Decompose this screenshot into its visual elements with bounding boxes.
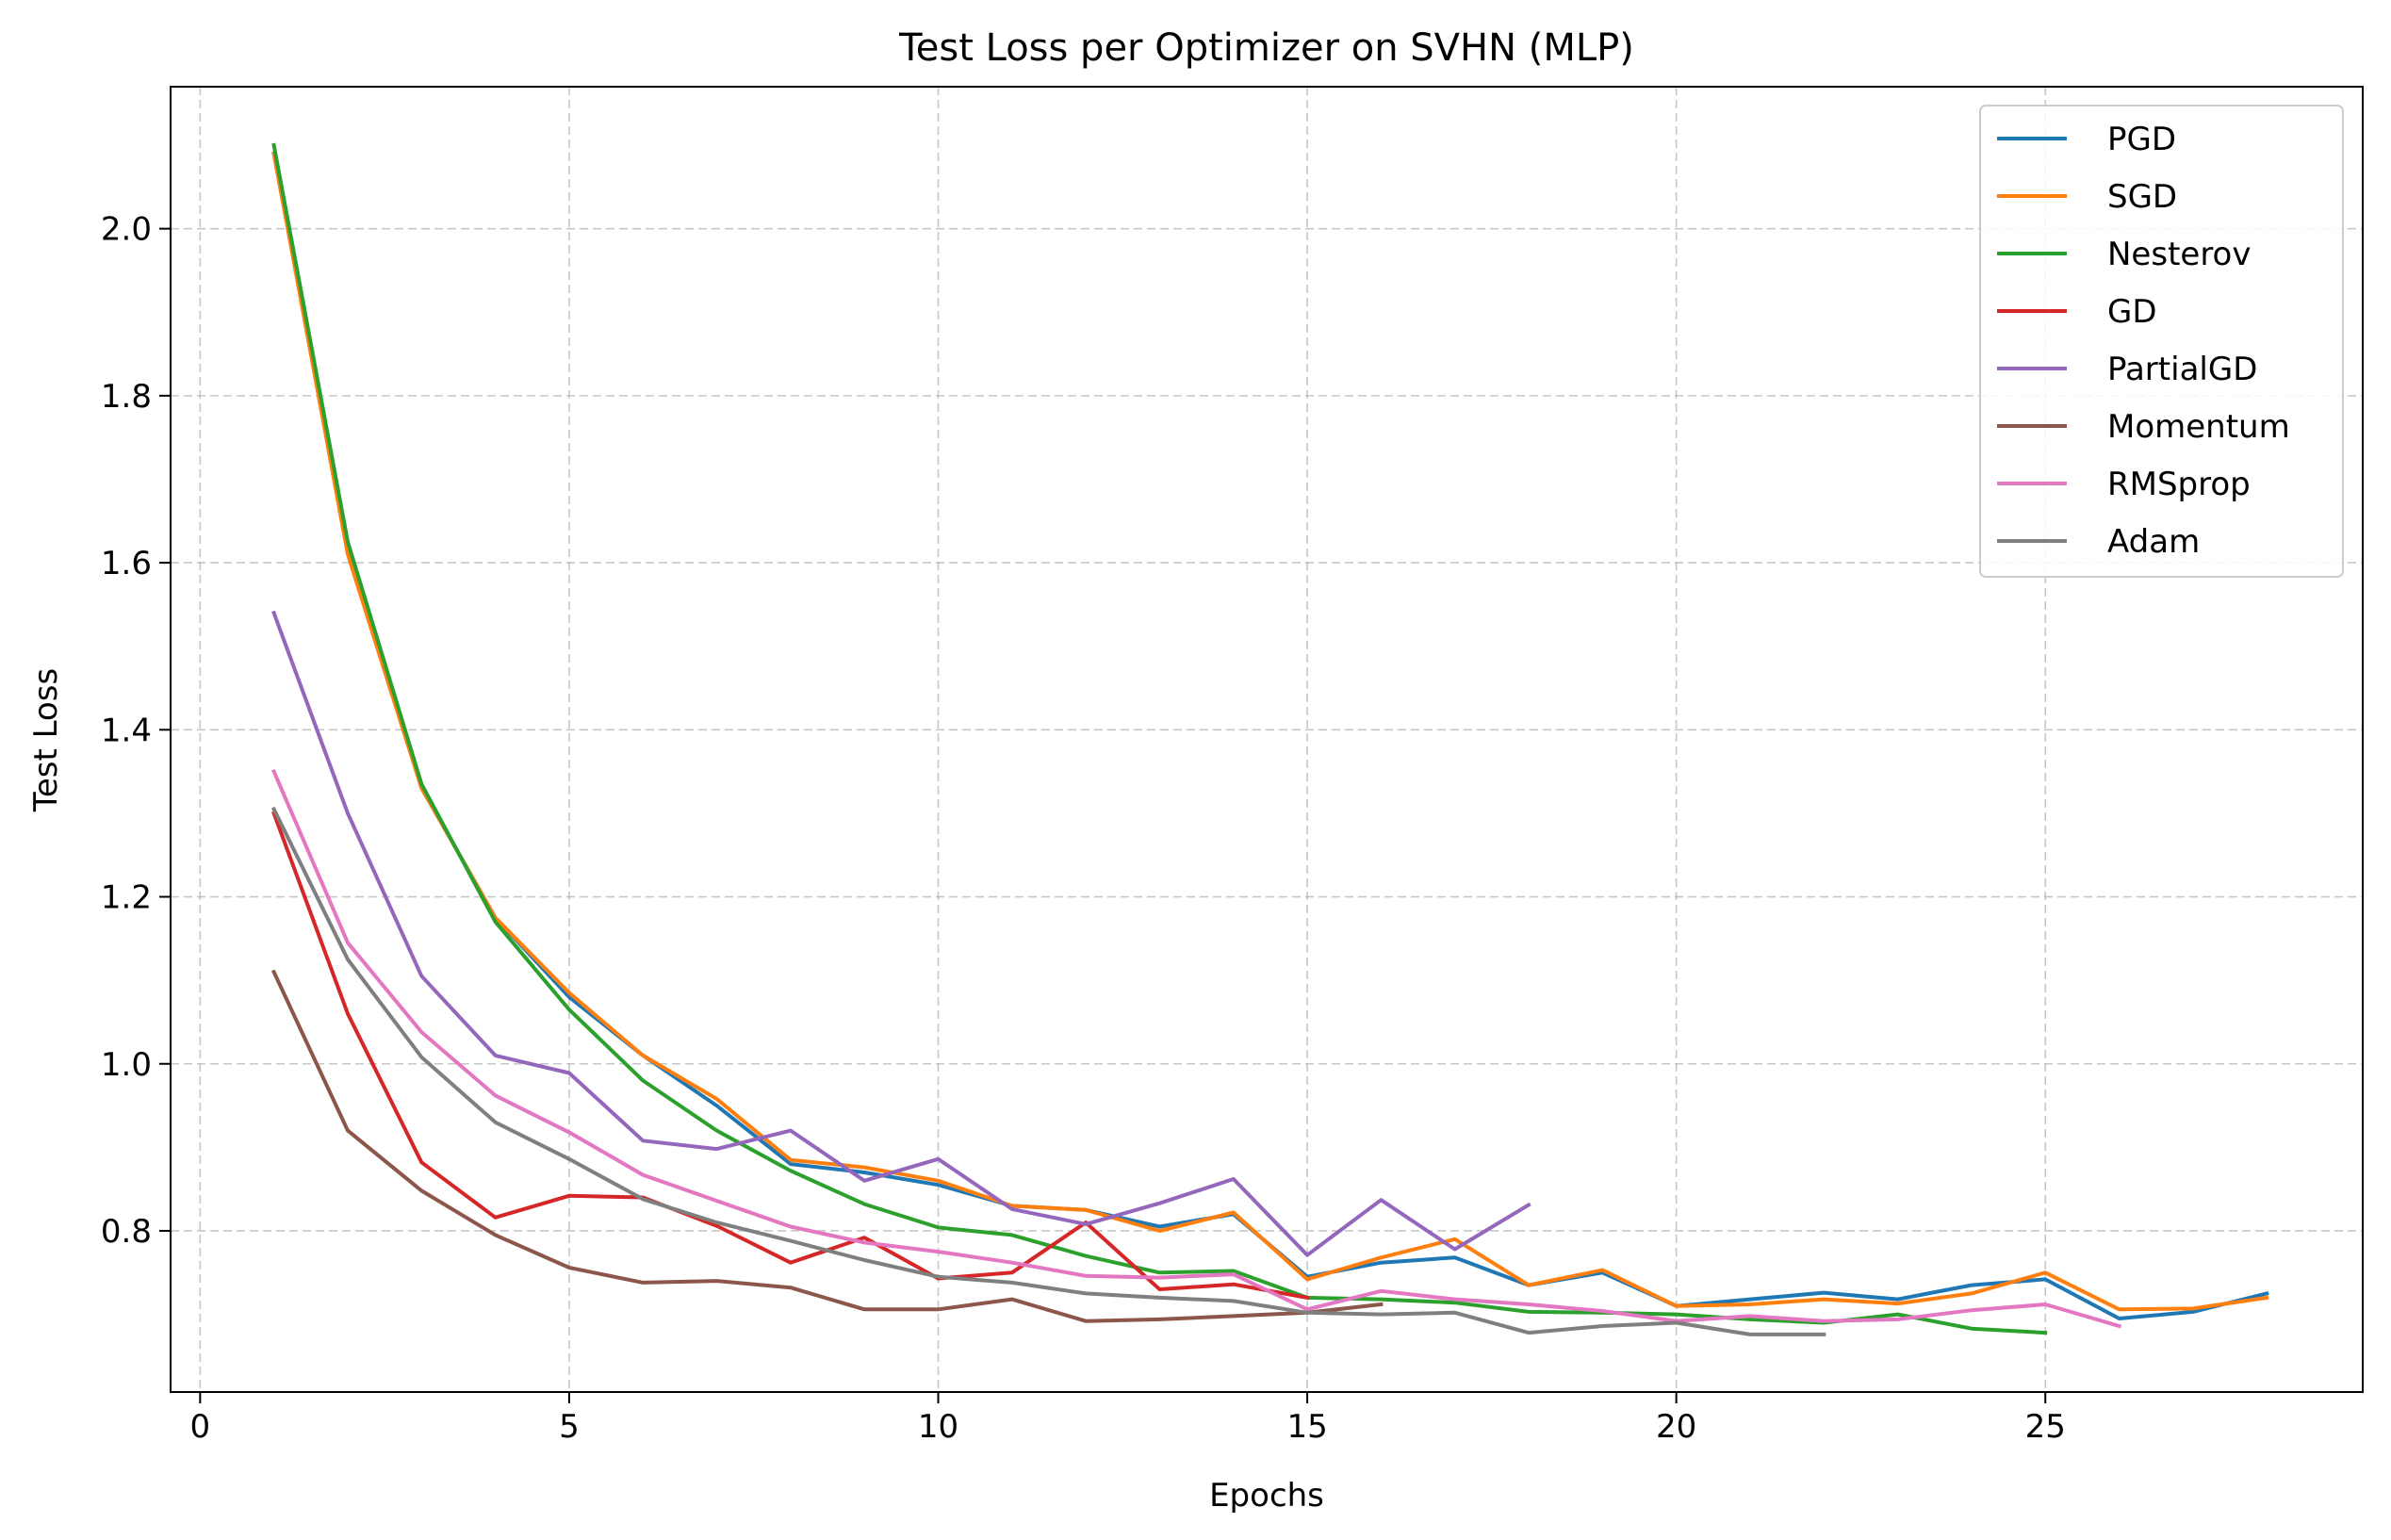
x-tick-label: 25: [2025, 1408, 2066, 1446]
y-tick-label: 2.0: [101, 211, 152, 249]
series-line-adam: [270, 806, 1826, 1336]
series-lines: [270, 142, 2269, 1336]
chart-title: Test Loss per Optimizer on SVHN (MLP): [898, 26, 1634, 70]
legend-label-nesterov: Nesterov: [2107, 236, 2251, 273]
y-tick-label: 1.4: [101, 712, 152, 749]
axis-ticks: 0 5 10 15 20 25 0.8 1.0 1.2 1.4 1.6 1.8 2.0: [101, 211, 2066, 1446]
y-tick-label: 0.8: [101, 1213, 152, 1251]
plot-frame: [170, 86, 2364, 1393]
legend-label-pgd: PGD: [2107, 121, 2176, 158]
series-line-nesterov: [271, 142, 2048, 1335]
series-line-rmsprop: [270, 768, 2122, 1329]
legend-label-gd: GD: [2107, 293, 2157, 331]
series-line-sgd: [271, 151, 2269, 1312]
series-line-momentum: [270, 969, 1384, 1323]
series-line-partialgd: [271, 610, 1531, 1257]
y-tick-label: 1.6: [101, 545, 152, 582]
legend-label-sgd: SGD: [2107, 178, 2177, 216]
series-line-gd: [271, 811, 1310, 1301]
legend-label-adam: Adam: [2107, 523, 2200, 561]
y-tick-label: 1.8: [101, 378, 152, 416]
y-tick-label: 1.2: [101, 879, 152, 917]
x-tick-label: 10: [918, 1408, 958, 1446]
legend: PGD SGD Nesterov GD PartialGD Momentum RMSprop…: [1979, 105, 2344, 578]
legend-label-momentum: Momentum: [2107, 408, 2290, 446]
legend-label-partialgd: PartialGD: [2107, 351, 2257, 388]
legend-box: [1979, 105, 2344, 578]
x-tick-label: 20: [1656, 1408, 1696, 1446]
x-axis-label: Epochs: [1209, 1477, 1324, 1515]
legend-label-rmsprop: RMSprop: [2107, 466, 2251, 503]
x-tick-label: 15: [1286, 1408, 1327, 1446]
y-tick-label: 1.0: [101, 1046, 152, 1084]
y-axis-label: Test Loss: [27, 668, 65, 812]
x-tick-label: 0: [190, 1408, 211, 1446]
x-tick-label: 5: [559, 1408, 580, 1446]
